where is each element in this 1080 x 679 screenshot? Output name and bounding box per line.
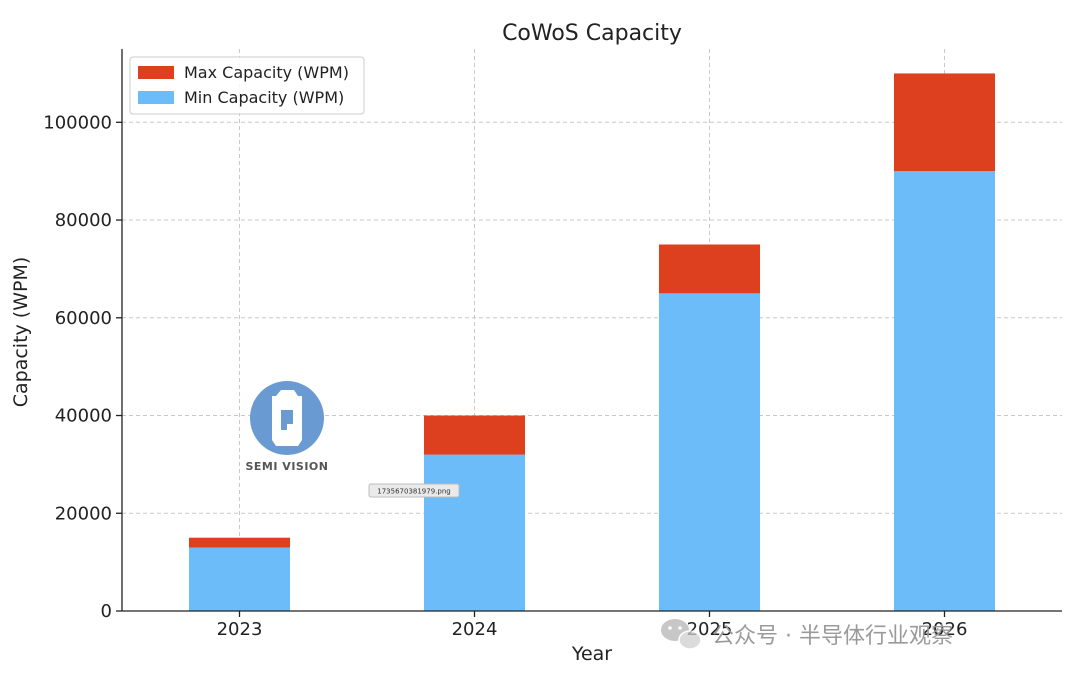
y-tick-label: 20000	[55, 503, 112, 524]
bar-max-2026	[893, 73, 996, 172]
y-tick-label: 60000	[55, 308, 112, 329]
x-tick-label: 2024	[452, 619, 498, 640]
bar-min-2025	[658, 293, 761, 611]
bar-max-2024	[423, 415, 526, 455]
bar-max-2023	[188, 537, 291, 548]
legend: Max Capacity (WPM) Min Capacity (WPM)	[129, 56, 365, 115]
y-axis-label: Capacity (WPM)	[10, 257, 32, 408]
x-tick-label: 2026	[922, 619, 968, 640]
legend-swatch	[138, 66, 174, 79]
bar-min-2024	[423, 454, 526, 611]
y-tick-label: 0	[101, 601, 112, 622]
file-tag-box	[368, 483, 460, 498]
y-tick-label: 80000	[55, 210, 112, 231]
y-tick-label: 40000	[55, 406, 112, 427]
logo-emblem-core	[281, 410, 293, 430]
bar-min-2026	[893, 171, 996, 611]
watermark: 公众号 · 半导体行业观察	[661, 619, 953, 650]
bar-max-2025	[658, 244, 761, 294]
legend-label: Min Capacity (WPM)	[184, 88, 344, 107]
file-tag-text: 1735670381979.png	[377, 488, 450, 496]
logo-label: SEMI VISION	[246, 460, 329, 473]
wechat-icon	[661, 619, 702, 650]
chart-title: CoWoS Capacity	[502, 21, 682, 46]
watermark-text: 公众号 · 半导体行业观察	[712, 624, 953, 649]
bar-min-2023	[188, 547, 291, 611]
x-axis-label: Year	[571, 643, 612, 665]
legend-swatch	[138, 91, 174, 104]
x-tick-label: 2023	[217, 619, 263, 640]
legend-frame	[129, 56, 365, 115]
semi-vision-logo: SEMI VISION	[246, 381, 329, 473]
file-tag: 1735670381979.png	[368, 483, 460, 498]
y-tick-label: 100000	[43, 112, 112, 133]
legend-label: Max Capacity (WPM)	[184, 63, 349, 82]
bars-layer	[188, 73, 996, 611]
